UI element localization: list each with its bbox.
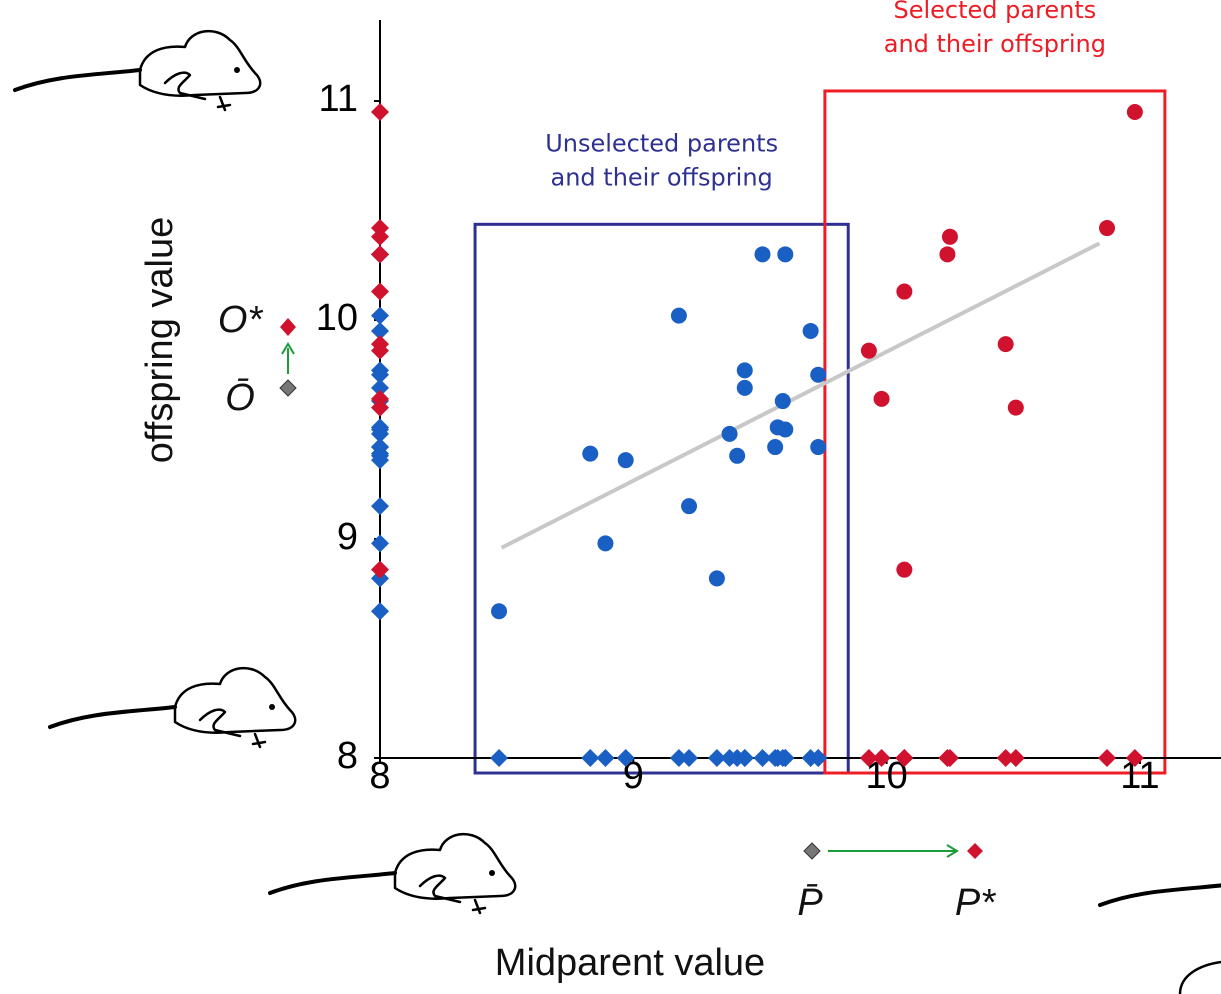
x-axis-title: Midparent value (495, 942, 765, 984)
y-rug-marker (371, 365, 389, 384)
point (774, 393, 791, 410)
p-star-label: P* (955, 882, 996, 924)
point (754, 246, 771, 263)
x-rug-marker (753, 749, 772, 767)
y-tick-label: 10 (316, 297, 358, 339)
x-rug-marker (872, 749, 891, 767)
p-bar-label: P̄ (797, 882, 823, 924)
x-rug-marker (1125, 749, 1144, 767)
y-axis-title: offspring value (139, 217, 181, 463)
mouse-icon (13, 29, 263, 112)
selection-box (823, 89, 1167, 775)
point (721, 425, 738, 442)
o-star-label: O* (218, 299, 264, 341)
point (941, 228, 958, 245)
point (802, 322, 819, 339)
x-rug-marker (938, 749, 957, 767)
y-tick-label: 8 (337, 735, 358, 777)
mouse-icon (48, 666, 298, 749)
point (1007, 399, 1024, 416)
y-rug-marker (371, 321, 389, 340)
x-rug-marker (1006, 749, 1025, 767)
y-rug-marker (371, 560, 389, 579)
y-rug-marker (371, 245, 389, 264)
x-rug-marker (809, 749, 828, 767)
mouse-icon (268, 832, 518, 915)
point (670, 307, 687, 324)
point (939, 246, 956, 263)
y-rug-marker (371, 335, 389, 354)
point (729, 447, 746, 464)
x-tick-label: 8 (369, 755, 390, 797)
x-rug-marker (859, 749, 878, 767)
annotation: and their offspring (551, 163, 773, 191)
point (810, 366, 827, 383)
point (617, 452, 634, 469)
point (491, 603, 508, 620)
x-rug-marker (616, 749, 635, 767)
x-rug-marker (766, 749, 785, 767)
x-rug-marker (680, 749, 699, 767)
point (777, 246, 794, 263)
point (860, 342, 877, 359)
point (896, 561, 913, 578)
annotation: Selected parents (893, 0, 1096, 24)
y-rug-marker (371, 497, 389, 516)
y-tick-label: 9 (337, 516, 358, 558)
mean-marker (279, 379, 297, 397)
x-rug-marker (596, 749, 615, 767)
y-rug-marker (371, 102, 389, 121)
x-rug-marker (735, 749, 754, 767)
y-tick-label: 11 (319, 78, 358, 120)
y-rug-marker (371, 219, 389, 238)
mean-marker (280, 318, 296, 336)
x-tick-label: 9 (623, 755, 644, 797)
point (597, 535, 614, 552)
point (810, 439, 827, 456)
trend-line (500, 241, 1101, 550)
annotation: and their offspring (884, 30, 1106, 58)
y-rug-marker (371, 306, 389, 325)
point (736, 362, 753, 379)
point (997, 336, 1014, 353)
x-rug-marker (581, 749, 600, 767)
point (873, 390, 890, 407)
shift-arrow (281, 342, 295, 374)
point (1126, 103, 1143, 120)
x-rug-marker (1098, 749, 1117, 767)
x-rug-marker (707, 749, 726, 767)
y-rug-marker (371, 438, 389, 457)
x-tick-label: 11 (1120, 755, 1159, 797)
x-rug-marker (669, 749, 688, 767)
point (582, 445, 599, 462)
x-rug-marker (996, 749, 1015, 767)
y-rug-marker (371, 378, 389, 397)
point (681, 498, 698, 515)
point (708, 570, 725, 587)
y-rug-marker (371, 534, 389, 553)
shift-arrow (828, 844, 959, 858)
y-rug-marker (371, 602, 389, 621)
point (777, 421, 794, 438)
y-rug-marker (371, 420, 389, 439)
point (767, 439, 784, 456)
y-rug-marker (371, 398, 389, 417)
mean-marker (967, 843, 983, 859)
x-rug-marker (895, 749, 914, 767)
x-rug-marker (776, 749, 795, 767)
mean-marker (803, 842, 821, 860)
o-bar-label: Ō (225, 377, 255, 419)
x-rug-marker (490, 749, 509, 767)
point (736, 379, 753, 396)
decoration (1178, 960, 1221, 994)
annotation: Unselected parents (545, 129, 778, 157)
mouse-icon (1098, 844, 1221, 927)
point (896, 283, 913, 300)
selection-box (473, 222, 850, 775)
y-rug-marker (371, 282, 389, 301)
point (1099, 220, 1116, 237)
